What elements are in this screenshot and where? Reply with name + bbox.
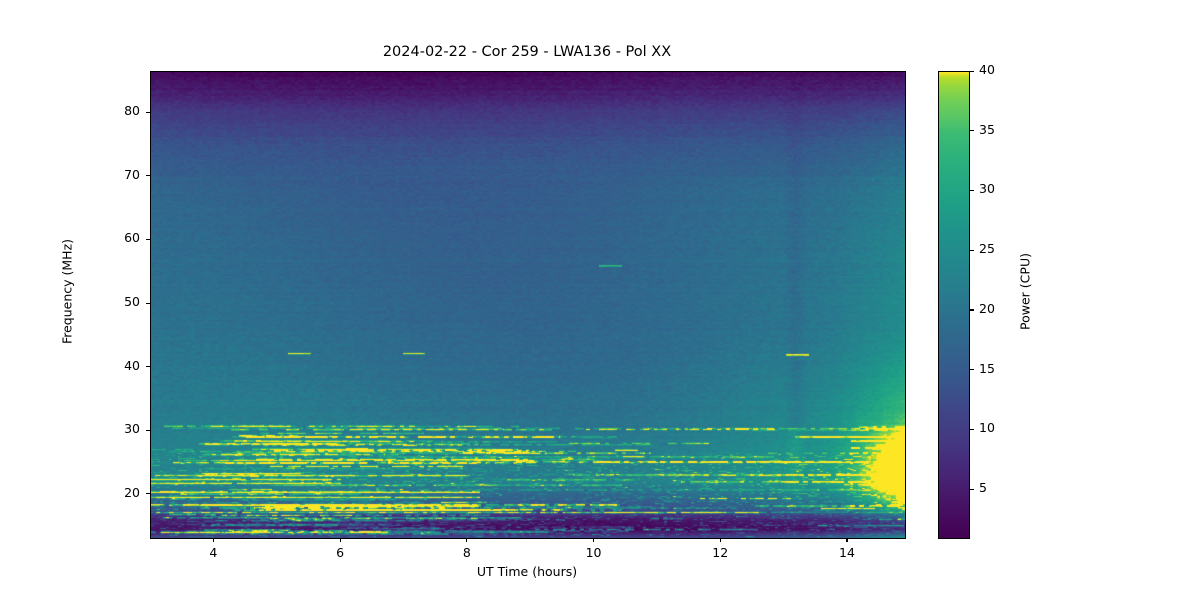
y-tick-mark — [146, 493, 150, 495]
y-tick-mark — [146, 111, 150, 113]
y-tick-mark — [146, 175, 150, 177]
x-tick-label: 8 — [462, 545, 471, 560]
x-axis-label: UT Time (hours) — [476, 564, 578, 579]
y-tick-mark — [146, 366, 150, 368]
y-tick-label: 50 — [124, 294, 140, 310]
colorbar-tick-mark — [970, 249, 974, 251]
y-tick-mark — [146, 238, 150, 241]
x-tick-mark — [466, 538, 468, 542]
y-tick-label: 60 — [124, 230, 140, 246]
y-tick-mark — [146, 302, 150, 304]
colorbar-tick-mark — [970, 488, 974, 490]
x-tick-mark — [719, 538, 721, 542]
x-tick-mark — [339, 538, 341, 542]
x-tick-label: 10 — [585, 545, 602, 560]
x-tick-label: 4 — [209, 545, 218, 560]
y-tick-label: 80 — [124, 103, 140, 119]
y-tick-label: 20 — [124, 484, 140, 500]
colorbar-tick-label: 35 — [979, 121, 995, 137]
colorbar-tick-label: 5 — [979, 480, 987, 496]
x-tick-label: 14 — [839, 545, 855, 560]
colorbar-tick-mark — [970, 70, 974, 72]
y-axis-label: Frequency (MHz) — [59, 238, 75, 345]
colorbar[interactable] — [938, 71, 970, 539]
colorbar-tick-mark — [970, 189, 974, 192]
colorbar-tick-label: 30 — [979, 181, 995, 197]
spectrogram-image — [151, 72, 905, 538]
y-tick-label: 40 — [124, 357, 140, 373]
y-tick-label: 30 — [124, 421, 140, 437]
y-tick-mark — [146, 429, 150, 431]
colorbar-tick-label: 20 — [979, 300, 995, 316]
chart-title: 2024-02-22 - Cor 259 - LWA136 - Pol XX — [382, 44, 672, 60]
colorbar-tick-mark — [970, 369, 974, 371]
spectrogram-axes[interactable] — [150, 71, 906, 539]
colorbar-tick-mark — [970, 130, 974, 132]
x-tick-label: 6 — [336, 545, 345, 560]
x-tick-mark — [212, 538, 214, 542]
x-tick-mark — [846, 538, 848, 542]
x-tick-mark — [593, 538, 595, 542]
colorbar-tick-label: 15 — [979, 360, 995, 376]
colorbar-gradient-image — [939, 72, 969, 538]
colorbar-tick-mark — [970, 309, 974, 311]
colorbar-tick-mark — [970, 428, 974, 431]
y-tick-label: 70 — [124, 166, 140, 182]
x-tick-label: 12 — [712, 545, 729, 560]
colorbar-tick-label: 40 — [979, 62, 995, 77]
colorbar-tick-label: 25 — [979, 241, 995, 257]
colorbar-tick-label: 10 — [979, 420, 995, 436]
colorbar-label: Power (CPU) — [1017, 253, 1033, 330]
